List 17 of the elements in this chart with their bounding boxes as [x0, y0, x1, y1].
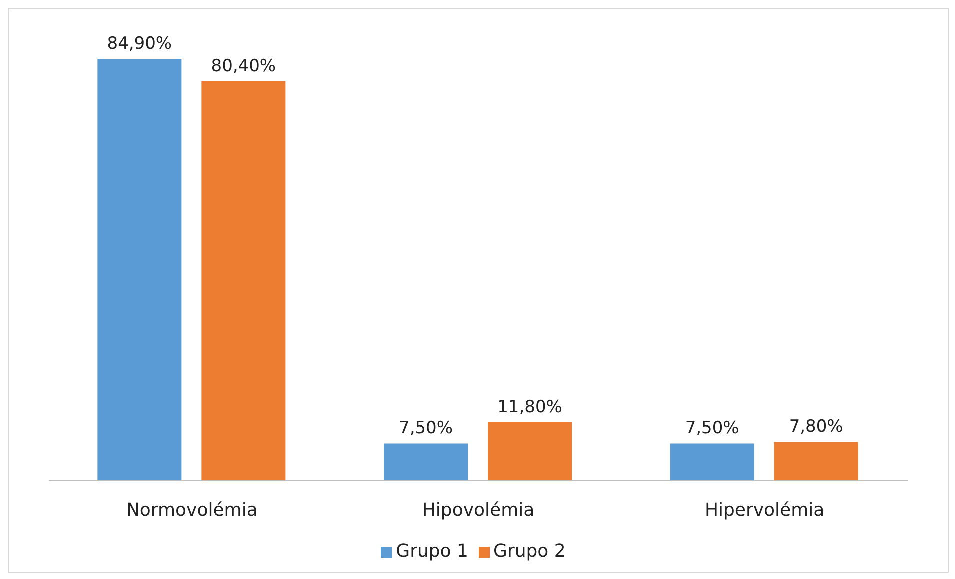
bar: [98, 59, 182, 481]
bar: [670, 444, 754, 481]
data-label: 80,40%: [211, 56, 276, 76]
legend-label: Grupo 2: [494, 541, 566, 562]
bar: [488, 422, 572, 481]
bar: [384, 444, 468, 481]
x-tick-label: Normovolémia: [126, 500, 258, 521]
bar: [774, 442, 858, 481]
bar: [202, 81, 286, 481]
data-label: 7,80%: [789, 417, 844, 438]
data-label: 7,50%: [399, 418, 454, 439]
x-tick-label: Hipervolémia: [704, 500, 825, 521]
legend-label: Grupo 1: [396, 541, 468, 562]
x-tick-label: Hipovolémia: [422, 500, 535, 521]
data-label: 84,90%: [107, 34, 172, 54]
data-label: 11,80%: [498, 397, 562, 418]
data-label: 7,50%: [685, 418, 740, 439]
